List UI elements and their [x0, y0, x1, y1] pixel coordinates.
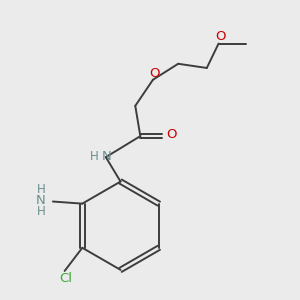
- Text: O: O: [166, 128, 177, 141]
- Text: N: N: [102, 150, 112, 163]
- Text: O: O: [215, 30, 226, 43]
- Text: H: H: [37, 183, 46, 196]
- Text: N: N: [36, 194, 46, 207]
- Text: Cl: Cl: [59, 272, 72, 285]
- Text: H: H: [37, 205, 46, 218]
- Text: H: H: [90, 150, 98, 163]
- Text: O: O: [149, 67, 160, 80]
